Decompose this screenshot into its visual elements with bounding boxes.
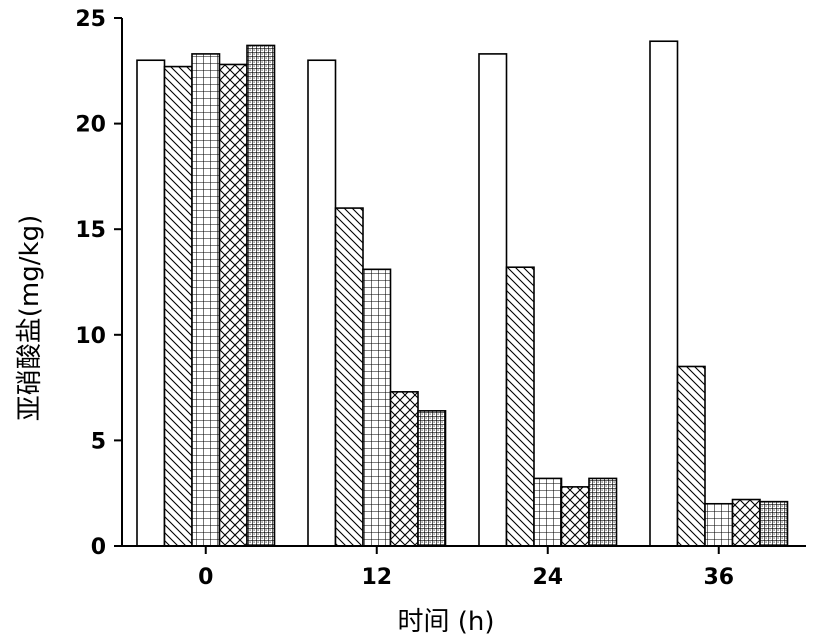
- bar-24-series-3: [534, 478, 562, 546]
- bar-36-series-5: [760, 502, 788, 546]
- bar-24-series-5: [589, 478, 617, 546]
- bar-0-series-1: [137, 60, 165, 546]
- bar-12-series-5: [418, 411, 446, 546]
- x-axis-label: 时间 (h): [397, 607, 494, 637]
- y-tick-label: 20: [75, 113, 106, 138]
- bar-24-series-2: [507, 267, 535, 546]
- bar-12-series-4: [391, 392, 419, 546]
- x-tick-label: 12: [361, 565, 392, 590]
- x-tick-label: 24: [532, 565, 563, 590]
- bar-0-series-5: [247, 45, 275, 546]
- y-tick-label: 15: [75, 218, 106, 243]
- bars-layer: [137, 41, 788, 546]
- bar-12-series-1: [308, 60, 336, 546]
- bar-36-series-1: [650, 41, 678, 546]
- bar-0-series-2: [165, 67, 193, 546]
- bar-0-series-4: [220, 64, 248, 546]
- y-tick-label: 10: [75, 324, 106, 349]
- bar-36-series-2: [678, 366, 706, 546]
- y-axis-label: 亚硝酸盐(mg/kg): [15, 215, 45, 421]
- x-tick-label: 0: [198, 565, 213, 590]
- x-tick-label: 36: [703, 565, 734, 590]
- bar-0-series-3: [192, 54, 220, 546]
- bar-24-series-4: [562, 487, 590, 546]
- bar-36-series-3: [705, 504, 733, 546]
- bar-12-series-2: [336, 208, 364, 546]
- y-tick-label: 25: [75, 7, 106, 32]
- bar-36-series-4: [733, 500, 761, 546]
- y-tick-label: 5: [91, 429, 106, 454]
- bar-24-series-1: [479, 54, 507, 546]
- y-tick-label: 0: [91, 535, 106, 560]
- bar-12-series-3: [363, 269, 391, 546]
